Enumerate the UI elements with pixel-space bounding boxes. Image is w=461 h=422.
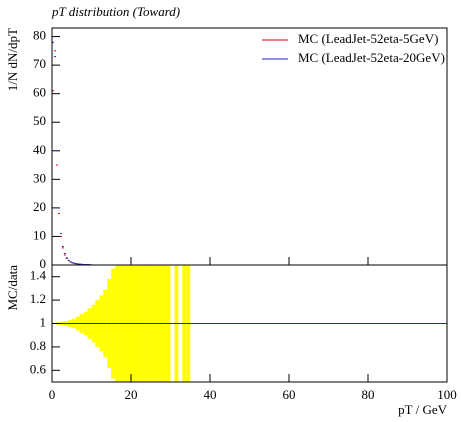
x-tick-label: 40 (204, 387, 217, 402)
y-tick-label: 10 (33, 227, 46, 242)
ratio-y-axis-label: MC/data (5, 265, 20, 311)
y-tick-label: 40 (33, 142, 46, 157)
x-tick-label: 20 (125, 387, 138, 402)
x-axis-label: pT / GeV (398, 402, 447, 417)
y-tick-label: 50 (33, 113, 46, 128)
x-tick-label: 0 (49, 387, 56, 402)
legend-label: MC (LeadJet-52eta-5GeV) (298, 31, 438, 46)
y-tick-label: 1 (40, 314, 47, 329)
y-tick-label: 0 (40, 256, 47, 271)
y-tick-label: 70 (33, 56, 46, 71)
y-tick-label: 1.2 (30, 291, 46, 306)
chart-title: pT distribution (Toward) (51, 4, 180, 19)
y-tick-label: 60 (33, 85, 46, 100)
ratio-plot (52, 265, 447, 382)
legend-label: MC (LeadJet-52eta-20GeV) (298, 50, 445, 65)
x-tick-label: 100 (437, 387, 457, 402)
y-tick-label: 30 (33, 170, 46, 185)
y-tick-label: 20 (33, 199, 46, 214)
y-tick-label: 0.6 (30, 361, 47, 376)
y-tick-label: 80 (33, 28, 46, 43)
x-tick-label: 60 (283, 387, 296, 402)
y-tick-label: 1.4 (30, 268, 47, 283)
ratio-frame (51, 264, 448, 383)
y-tick-label: 0.8 (30, 338, 46, 353)
x-tick-label: 80 (362, 387, 375, 402)
y-axis-label: 1/N dN/dpT (5, 28, 20, 91)
